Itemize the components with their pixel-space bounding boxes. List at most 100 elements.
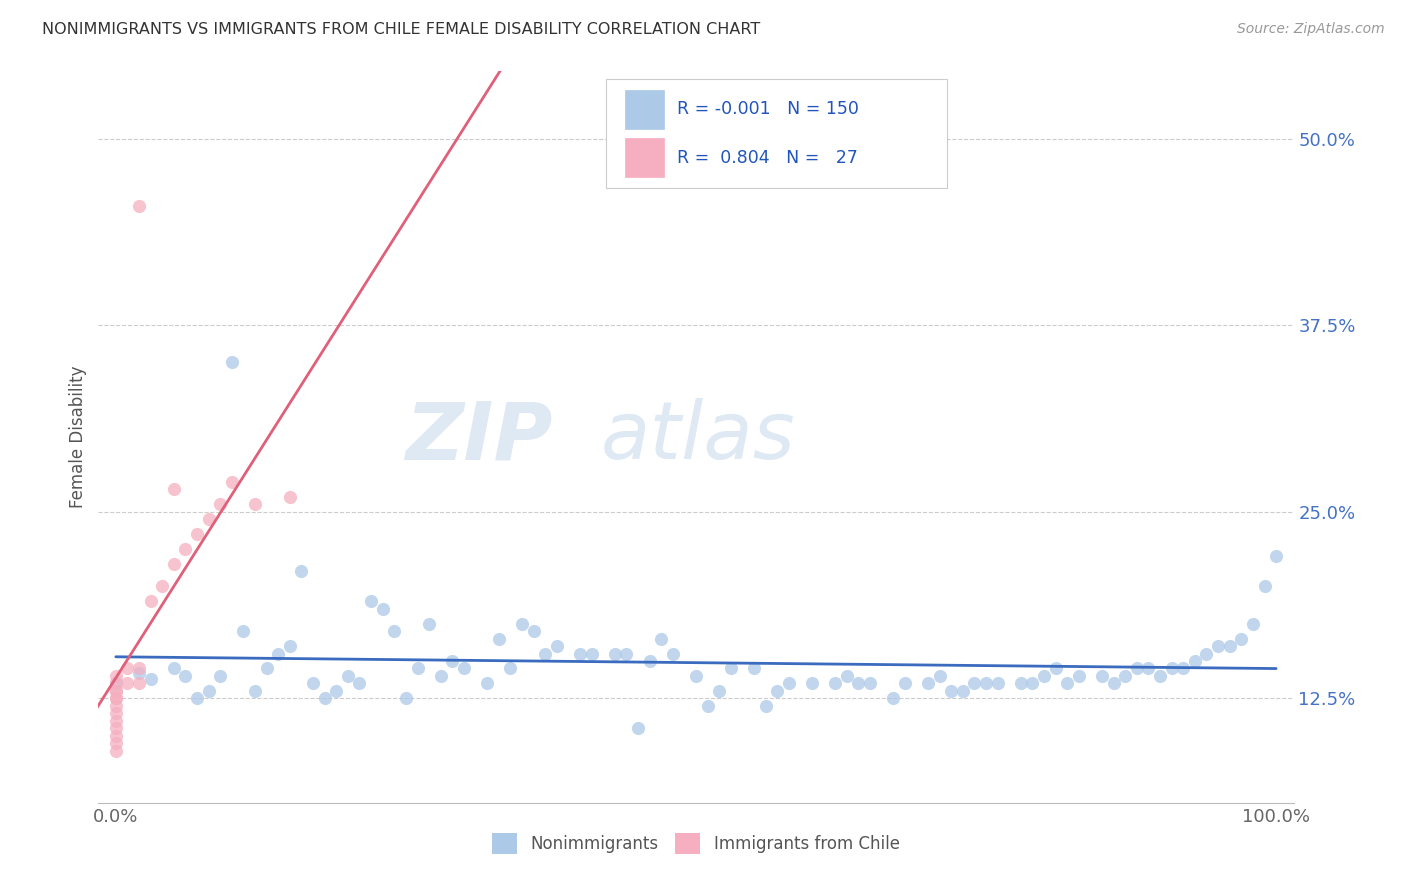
Point [406, 661, 429, 675]
Point [117, 676, 139, 690]
Point [1173, 661, 1195, 675]
Point [801, 676, 824, 690]
Point [1137, 661, 1160, 675]
Point [221, 475, 243, 489]
Point [882, 691, 904, 706]
Point [1126, 661, 1149, 675]
Point [894, 676, 917, 690]
Point [221, 355, 243, 369]
Point [418, 616, 440, 631]
Point [104, 736, 127, 750]
Point [104, 698, 127, 713]
Point [104, 683, 127, 698]
Point [104, 683, 127, 698]
Point [696, 698, 718, 713]
Point [429, 669, 451, 683]
Text: NONIMMIGRANTS VS IMMIGRANTS FROM CHILE FEMALE DISABILITY CORRELATION CHART: NONIMMIGRANTS VS IMMIGRANTS FROM CHILE F… [42, 22, 761, 37]
Point [209, 669, 232, 683]
Point [1206, 639, 1229, 653]
Point [661, 647, 683, 661]
Text: R = -0.001   N = 150: R = -0.001 N = 150 [676, 101, 859, 119]
Point [104, 676, 127, 690]
Point [1149, 669, 1171, 683]
Point [1195, 647, 1218, 661]
Point [325, 683, 347, 698]
Point [755, 698, 778, 713]
Point [499, 661, 522, 675]
Point [650, 632, 672, 646]
Point [568, 647, 591, 661]
Point [232, 624, 254, 639]
Point [1219, 639, 1241, 653]
Point [163, 661, 186, 675]
Legend: Nonimmigrants, Immigrants from Chile: Nonimmigrants, Immigrants from Chile [485, 827, 907, 860]
Point [395, 691, 418, 706]
Text: Source: ZipAtlas.com: Source: ZipAtlas.com [1237, 22, 1385, 37]
Point [163, 483, 186, 497]
Point [1241, 616, 1264, 631]
Point [1033, 669, 1056, 683]
Text: atlas: atlas [600, 398, 796, 476]
Point [139, 594, 162, 608]
Point [510, 616, 533, 631]
Point [290, 565, 312, 579]
Point [197, 683, 219, 698]
Point [174, 669, 197, 683]
Point [278, 490, 301, 504]
Point [243, 497, 266, 511]
Point [209, 497, 232, 511]
Point [243, 683, 266, 698]
Point [1253, 579, 1275, 593]
Point [336, 669, 359, 683]
FancyBboxPatch shape [626, 90, 664, 129]
Point [371, 601, 394, 615]
Point [742, 661, 765, 675]
Point [917, 676, 939, 690]
Point [522, 624, 544, 639]
Point [278, 639, 301, 653]
Point [1045, 661, 1067, 675]
Point [104, 676, 127, 690]
Point [835, 669, 858, 683]
Point [685, 669, 707, 683]
Point [987, 676, 1010, 690]
Point [150, 579, 173, 593]
Point [128, 661, 150, 675]
Point [475, 676, 498, 690]
Text: R =  0.804   N =   27: R = 0.804 N = 27 [676, 149, 858, 167]
Point [1160, 661, 1182, 675]
Point [603, 647, 626, 661]
Point [1091, 669, 1114, 683]
Point [104, 729, 127, 743]
Point [546, 639, 568, 653]
Point [928, 669, 950, 683]
Point [197, 512, 219, 526]
Point [163, 557, 186, 571]
Point [627, 721, 650, 735]
Point [848, 676, 870, 690]
Y-axis label: Female Disability: Female Disability [69, 366, 87, 508]
Point [952, 683, 974, 698]
Point [941, 683, 963, 698]
Point [720, 661, 742, 675]
Point [174, 542, 197, 557]
Point [1265, 549, 1288, 564]
FancyBboxPatch shape [606, 78, 948, 188]
Point [1021, 676, 1043, 690]
Point [488, 632, 510, 646]
Point [824, 676, 846, 690]
Point [859, 676, 882, 690]
Point [128, 676, 150, 690]
Point [778, 676, 800, 690]
Point [256, 661, 278, 675]
Point [1184, 654, 1206, 668]
Point [1230, 632, 1253, 646]
Point [104, 714, 127, 728]
Point [128, 665, 150, 680]
Point [382, 624, 405, 639]
Point [1056, 676, 1078, 690]
Point [638, 654, 661, 668]
Point [186, 691, 208, 706]
Point [766, 683, 789, 698]
Point [267, 647, 290, 661]
